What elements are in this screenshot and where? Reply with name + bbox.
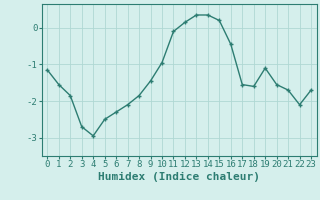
X-axis label: Humidex (Indice chaleur): Humidex (Indice chaleur) — [98, 172, 260, 182]
